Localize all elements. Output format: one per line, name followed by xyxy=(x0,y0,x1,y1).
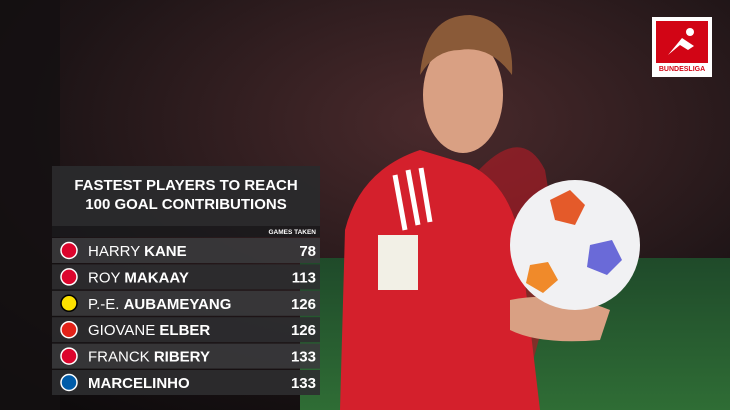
games-taken: 126 xyxy=(291,322,316,339)
games-taken: 133 xyxy=(291,349,316,366)
foreground-blur xyxy=(0,0,60,410)
ball-panel xyxy=(550,190,585,225)
player-name: MARCELINHO xyxy=(88,375,190,392)
player-hair xyxy=(420,15,513,75)
club-badge xyxy=(60,347,78,365)
row-background xyxy=(52,238,320,263)
last-name: AUBAMEYANG xyxy=(124,296,232,313)
club-badge xyxy=(60,373,78,392)
title-line: FASTEST PLAYERS TO REACH xyxy=(74,177,297,194)
first-name: ROY xyxy=(88,269,121,286)
shirt-stripes xyxy=(392,167,433,231)
logo-text: BUNDESLIGA xyxy=(659,66,705,73)
row-background xyxy=(52,290,320,316)
row-background xyxy=(52,264,320,290)
player-name: P.-E. AUBAMEYANG xyxy=(88,296,231,313)
title-line: 100 GOAL CONTRIBUTIONS xyxy=(85,196,286,213)
club-badge xyxy=(60,320,78,339)
header-row xyxy=(52,226,320,237)
last-name: MARCELINHO xyxy=(88,375,190,392)
last-name: ELBER xyxy=(159,322,210,339)
ball-panel xyxy=(526,262,558,293)
player-name: HARRY KANE xyxy=(88,243,187,260)
games-taken: 113 xyxy=(292,269,316,286)
last-name: MAKAAY xyxy=(124,269,188,286)
club-badge xyxy=(60,294,78,313)
club-badge xyxy=(60,241,78,260)
logo-figure xyxy=(668,38,694,55)
ball-panel xyxy=(587,240,622,275)
last-name: KANE xyxy=(144,243,187,260)
player-name: GIOVANE ELBER xyxy=(88,322,210,339)
column-header: GAMES TAKEN xyxy=(268,229,316,236)
first-name: HARRY xyxy=(88,243,140,260)
row-background xyxy=(52,317,320,343)
first-name: P.-E. xyxy=(88,296,119,313)
player-shirt xyxy=(340,150,540,410)
logo-figure xyxy=(686,28,694,36)
player-head xyxy=(423,37,503,153)
row-background xyxy=(52,370,320,395)
games-taken: 133 xyxy=(291,375,316,392)
last-name: RIBERY xyxy=(154,349,210,366)
player-name: ROY MAKAAY xyxy=(88,269,189,286)
games-taken: 78 xyxy=(299,243,316,260)
first-name: FRANCK xyxy=(88,349,150,366)
row-background xyxy=(52,343,320,369)
first-name: GIOVANE xyxy=(88,322,155,339)
club-badge xyxy=(60,268,78,286)
title-box xyxy=(52,166,320,226)
rows: HARRY KANE 78 ROY MAKAAY 113 P.-E. AUBAMEYAN… xyxy=(52,238,320,395)
badge-patch xyxy=(378,235,418,290)
games-taken: 126 xyxy=(291,296,316,313)
player-name: FRANCK RIBERY xyxy=(88,349,210,366)
